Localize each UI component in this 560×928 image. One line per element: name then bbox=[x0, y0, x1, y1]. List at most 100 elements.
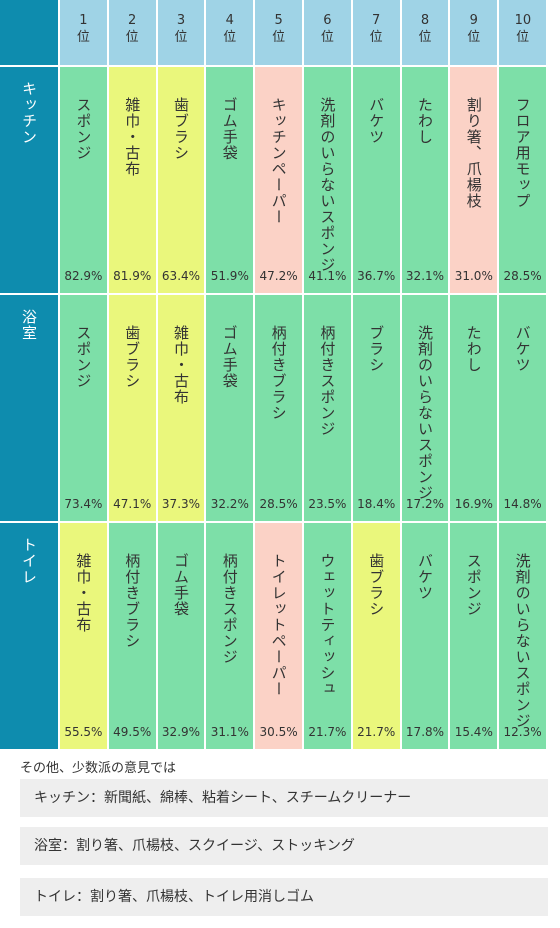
row-label-cell: トイレ bbox=[0, 523, 58, 749]
data-cell: キッチンペーパー 47.2% bbox=[255, 67, 302, 293]
item-percent: 12.3% bbox=[503, 725, 542, 739]
data-cell: たわし 16.9% bbox=[450, 295, 498, 521]
notes-section: その他、少数派の意見では キッチン：新聞紙、綿棒、粘着シート、スチームクリーナー… bbox=[0, 745, 560, 928]
table-corner bbox=[0, 0, 58, 65]
item-name: ゴム手袋 bbox=[220, 325, 239, 389]
item-percent: 63.4% bbox=[161, 269, 201, 283]
rank-header: 3位 bbox=[157, 0, 205, 65]
item-percent: 32.9% bbox=[161, 725, 201, 739]
rank-header: 8位 bbox=[401, 0, 449, 65]
rank-label: 8位 bbox=[418, 13, 432, 45]
rank-label: 9位 bbox=[467, 13, 481, 45]
rank-label: 10位 bbox=[514, 13, 532, 45]
row-label-cell: 浴室 bbox=[0, 295, 58, 521]
note-toilet: トイレ：割り箸、爪楊枝、トイレ用消しゴム bbox=[20, 878, 548, 916]
rank-header: 6位 bbox=[304, 0, 351, 65]
item-name: 雑巾・古布 bbox=[171, 325, 190, 405]
item-percent: 17.8% bbox=[405, 725, 445, 739]
data-cell: スポンジ 15.4% bbox=[450, 523, 498, 749]
data-cell: 雑巾・古布 55.5% bbox=[60, 523, 107, 749]
data-cell: ブラシ 18.4% bbox=[352, 295, 400, 521]
data-cell: 洗剤のいらないスポンジ 17.2% bbox=[401, 295, 449, 521]
rank-header: 5位 bbox=[255, 0, 302, 65]
rank-label: 4位 bbox=[223, 13, 237, 45]
item-percent: 51.9% bbox=[210, 269, 249, 283]
item-percent: 14.8% bbox=[503, 497, 542, 511]
item-percent: 23.5% bbox=[308, 497, 347, 511]
data-cell: ゴム手袋 32.9% bbox=[157, 523, 205, 749]
row-label: キッチン bbox=[20, 81, 38, 145]
data-cell: トイレットペーパー 30.5% bbox=[255, 523, 302, 749]
item-percent: 31.1% bbox=[210, 725, 249, 739]
item-name: 洗剤のいらないスポンジ bbox=[513, 553, 532, 729]
note-bath: 浴室：割り箸、爪楊枝、スクイージ、ストッキング bbox=[20, 827, 548, 865]
item-name: フロア用モップ bbox=[513, 97, 532, 209]
data-cell: たわし 32.1% bbox=[401, 67, 449, 293]
data-cell: 割り箸、爪楊枝 31.0% bbox=[450, 67, 498, 293]
data-cell: 洗剤のいらないスポンジ 41.1% bbox=[304, 67, 351, 293]
item-percent: 55.5% bbox=[64, 725, 103, 739]
row-label: トイレ bbox=[20, 537, 38, 585]
rank-label: 6位 bbox=[320, 13, 334, 45]
item-name: 柄付きブラシ bbox=[123, 553, 142, 649]
item-name: 柄付きスポンジ bbox=[220, 553, 239, 665]
item-name: たわし bbox=[464, 325, 483, 373]
row-label-cell: キッチン bbox=[0, 67, 58, 293]
item-name: 洗剤のいらないスポンジ bbox=[415, 325, 434, 501]
note-kitchen: キッチン：新聞紙、綿棒、粘着シート、スチームクリーナー bbox=[20, 779, 548, 817]
item-name: キッチンペーパー bbox=[269, 97, 288, 225]
item-name: 雑巾・古布 bbox=[74, 553, 93, 633]
item-name: 雑巾・古布 bbox=[123, 97, 142, 177]
data-cell: 柄付きブラシ 49.5% bbox=[108, 523, 156, 749]
item-percent: 17.2% bbox=[405, 497, 445, 511]
item-percent: 28.5% bbox=[503, 269, 542, 283]
rank-header: 4位 bbox=[206, 0, 254, 65]
item-percent: 15.4% bbox=[454, 725, 493, 739]
item-name: 柄付きスポンジ bbox=[318, 325, 337, 437]
data-cell: バケツ 36.7% bbox=[352, 67, 400, 293]
rank-label: 3位 bbox=[174, 13, 188, 45]
item-percent: 18.4% bbox=[357, 497, 396, 511]
item-percent: 32.2% bbox=[210, 497, 249, 511]
item-name: ウェットティッシュ bbox=[318, 553, 337, 697]
item-name: 洗剤のいらないスポンジ bbox=[318, 97, 337, 273]
data-cell: ゴム手袋 32.2% bbox=[206, 295, 254, 521]
data-cell: 雑巾・古布 81.9% bbox=[108, 67, 156, 293]
item-name: スポンジ bbox=[74, 325, 93, 389]
item-percent: 41.1% bbox=[308, 269, 347, 283]
rank-label: 7位 bbox=[369, 13, 383, 45]
item-name: たわし bbox=[415, 97, 434, 145]
data-cell: バケツ 14.8% bbox=[499, 295, 546, 521]
item-percent: 21.7% bbox=[308, 725, 347, 739]
item-percent: 47.1% bbox=[113, 497, 152, 511]
item-percent: 36.7% bbox=[357, 269, 396, 283]
rank-header: 7位 bbox=[352, 0, 400, 65]
data-cell: バケツ 17.8% bbox=[401, 523, 449, 749]
data-cell: スポンジ 82.9% bbox=[60, 67, 107, 293]
item-name: 割り箸、爪楊枝 bbox=[464, 97, 483, 209]
item-percent: 16.9% bbox=[454, 497, 493, 511]
item-name: 歯ブラシ bbox=[123, 325, 142, 389]
item-percent: 81.9% bbox=[113, 269, 152, 283]
data-cell: 洗剤のいらないスポンジ 12.3% bbox=[499, 523, 546, 749]
data-cell: スポンジ 73.4% bbox=[60, 295, 107, 521]
data-cell: 歯ブラシ 21.7% bbox=[352, 523, 400, 749]
data-cell: 柄付きスポンジ 23.5% bbox=[304, 295, 351, 521]
rank-label: 5位 bbox=[272, 13, 286, 45]
item-name: ゴム手袋 bbox=[220, 97, 239, 161]
data-cell: 柄付きスポンジ 31.1% bbox=[206, 523, 254, 749]
item-percent: 47.2% bbox=[259, 269, 298, 283]
item-name: ブラシ bbox=[367, 325, 386, 373]
rank-label: 1位 bbox=[76, 13, 90, 45]
item-percent: 32.1% bbox=[405, 269, 445, 283]
data-cell: フロア用モップ 28.5% bbox=[499, 67, 546, 293]
item-name: バケツ bbox=[367, 97, 386, 145]
item-percent: 82.9% bbox=[64, 269, 103, 283]
item-percent: 21.7% bbox=[357, 725, 396, 739]
data-cell: 歯ブラシ 63.4% bbox=[157, 67, 205, 293]
data-cell: ウェットティッシュ 21.7% bbox=[304, 523, 351, 749]
data-cell: 柄付きブラシ 28.5% bbox=[255, 295, 302, 521]
rank-label: 2位 bbox=[125, 13, 139, 45]
item-name: トイレットペーパー bbox=[269, 553, 288, 697]
item-percent: 28.5% bbox=[259, 497, 298, 511]
